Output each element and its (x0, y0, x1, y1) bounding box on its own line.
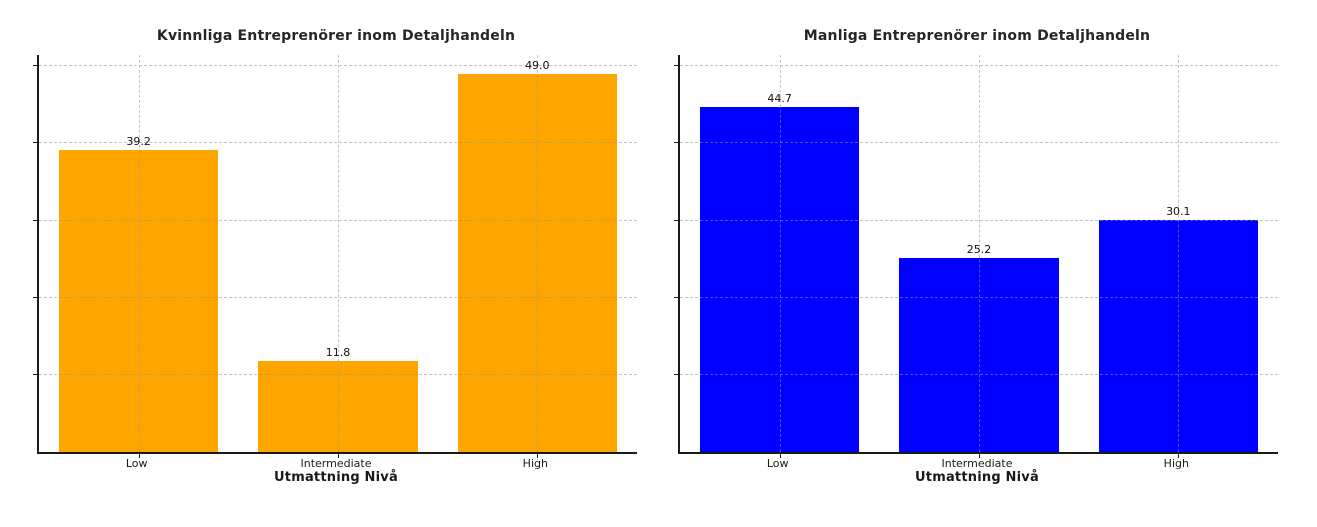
bars-layer: 44.7 25.2 30.1 (680, 55, 1278, 452)
bar-group-high: 30.1 (1098, 55, 1259, 452)
bar-group-intermediate: 25.2 (899, 55, 1059, 452)
x-tick-mark (1178, 454, 1180, 458)
bar-low (58, 149, 219, 452)
bar-low (699, 107, 860, 452)
x-tick-label-low: Low (125, 457, 148, 470)
plot-area: 44.7 25.2 30.1 (674, 55, 1278, 458)
bar-value-label: 39.2 (126, 134, 151, 148)
bar-group-high: 49.0 (457, 55, 618, 452)
x-tick-label-intermediate: Intermediate (941, 457, 1013, 470)
x-tick-mark (338, 454, 339, 458)
y-tick-mark (33, 296, 37, 298)
bar-intermediate (258, 360, 418, 452)
y-tick-mark (674, 296, 678, 298)
bar-group-low: 39.2 (58, 55, 219, 452)
bar-value-label: 25.2 (966, 242, 992, 256)
bar-value-label: 49.0 (525, 58, 550, 72)
y-tick-mark (674, 65, 678, 67)
y-tick-mark (674, 219, 678, 221)
y-tick-mark (33, 373, 37, 375)
y-tick-mark (33, 219, 37, 221)
y-tick-mark (33, 142, 37, 144)
bars-layer: 39.2 11.8 49.0 (39, 55, 637, 452)
chart-title: Manliga Entreprenörer inom Detaljhandeln (803, 28, 1151, 44)
bar-high (457, 73, 618, 452)
x-tick-label-high: High (1163, 457, 1189, 470)
x-tick-label-low: Low (766, 457, 789, 470)
chart-kvinnliga-entreprenorer: Kvinnliga Entreprenörer inom Detaljhande… (0, 0, 658, 527)
x-axis-label: Utmattning Nivå (274, 470, 398, 485)
bar-value-label: 30.1 (1166, 204, 1191, 218)
bar-value-label: 11.8 (325, 345, 351, 359)
x-tick-label-high: High (522, 457, 548, 470)
y-tick-mark (674, 142, 678, 144)
y-tick-mark (33, 65, 37, 67)
plot-area: 39.2 11.8 49.0 (33, 55, 637, 458)
bar-value-label: 44.7 (767, 92, 792, 106)
bar-high (1098, 219, 1259, 452)
x-tick-labels: Low Intermediate High (678, 457, 1276, 471)
x-tick-label-intermediate: Intermediate (300, 457, 372, 470)
bar-group-intermediate: 11.8 (258, 55, 418, 452)
chart-manliga-entreprenorer: Manliga Entreprenörer inom Detaljhandeln… (658, 0, 1317, 527)
bar-group-low: 44.7 (699, 55, 860, 452)
bar-intermediate (899, 257, 1059, 452)
x-tick-mark (979, 454, 980, 458)
x-axis-label: Utmattning Nivå (915, 470, 1039, 485)
x-tick-mark (779, 454, 781, 458)
y-tick-mark (674, 373, 678, 375)
chart-title: Kvinnliga Entreprenörer inom Detaljhande… (156, 28, 516, 44)
x-tick-labels: Low Intermediate High (37, 457, 635, 471)
x-tick-mark (537, 454, 539, 458)
x-tick-mark (138, 454, 140, 458)
